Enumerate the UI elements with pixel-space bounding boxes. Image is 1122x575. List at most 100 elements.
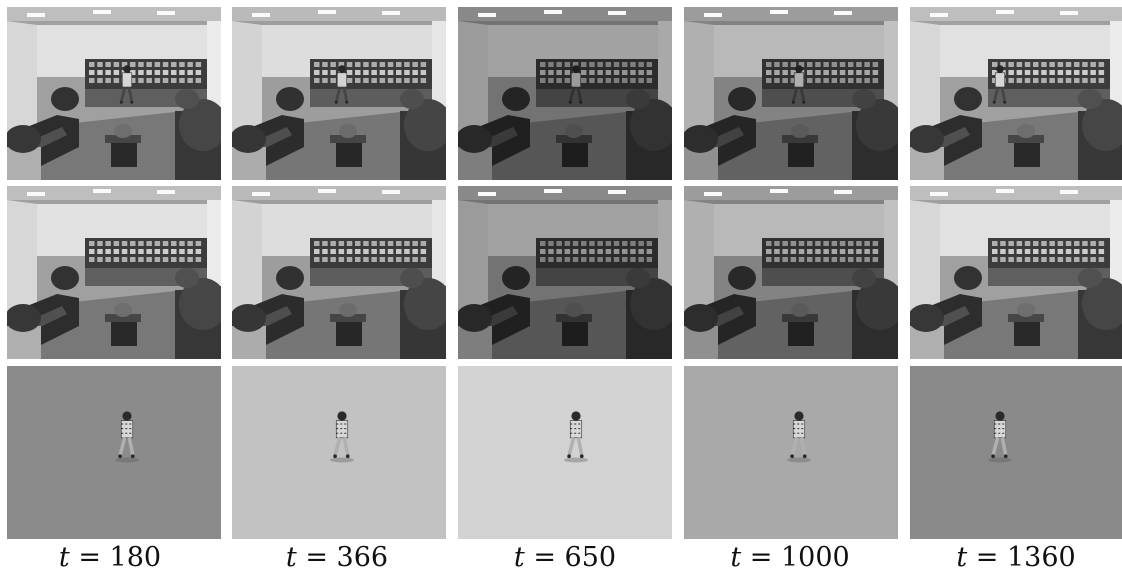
mailbox-slot [1057, 70, 1064, 75]
mailbox-slot [195, 241, 202, 246]
mailbox-slot [589, 78, 595, 83]
mailbox-slot [322, 249, 328, 254]
mailbox-slot [404, 62, 410, 67]
ceiling [7, 7, 221, 21]
mailbox-slot [646, 257, 653, 262]
ceiling-light [382, 190, 400, 194]
person-leg [119, 86, 127, 102]
table-plant [565, 303, 583, 317]
table-base [336, 322, 362, 346]
table-base [336, 143, 362, 167]
mailbox-slot [790, 62, 797, 67]
mailbox-slot [1082, 70, 1088, 75]
mailbox-slot [815, 257, 821, 262]
input-frame [910, 7, 1122, 180]
mailbox-slot [105, 257, 111, 262]
person-shadow [330, 457, 354, 463]
table-plant [339, 303, 357, 317]
ceiling [232, 186, 446, 200]
person-torso [121, 72, 133, 88]
person-foot [118, 454, 122, 459]
ceiling-light [930, 192, 948, 196]
table-plant [565, 124, 583, 138]
mailbox-slot [1090, 249, 1096, 254]
mailbox-slot [1033, 70, 1039, 75]
mailbox-slot [346, 257, 353, 262]
mailbox-slot [179, 62, 185, 67]
table-plant [339, 124, 357, 138]
person-head [794, 411, 804, 421]
mailbox-slot [138, 70, 144, 75]
mailbox-slot [330, 257, 336, 262]
mailbox-slot [97, 62, 103, 67]
mailbox-slot [130, 257, 136, 262]
foreground-backdrop [458, 366, 672, 539]
mailbox-slot [113, 62, 120, 67]
person-head [996, 65, 1004, 73]
mailbox-slot [1024, 78, 1031, 83]
table-base [562, 143, 588, 167]
mailbox-slot [346, 241, 353, 246]
mailbox-slot [774, 241, 780, 246]
foreground-backdrop [910, 366, 1122, 539]
mailbox-slot [815, 70, 821, 75]
mailbox-slot [1065, 62, 1072, 67]
mailbox-slot [89, 78, 95, 83]
ceiling [910, 7, 1122, 21]
person-leg [576, 437, 584, 456]
ceiling-light [1060, 11, 1078, 15]
mailbox-slot [823, 62, 829, 67]
mailbox-slot [187, 257, 193, 262]
mailbox-slot [605, 70, 612, 75]
mailbox-slot [162, 78, 169, 83]
mailbox-slot [363, 241, 369, 246]
mailbox-slot [864, 70, 870, 75]
mailbox-slot [556, 62, 562, 67]
plant-right-top [1078, 268, 1102, 288]
mailbox-slot [646, 249, 653, 254]
mailbox-slot [396, 70, 402, 75]
mailbox-slot [1074, 257, 1080, 262]
ceiling-light [544, 10, 562, 14]
mailbox-slot [798, 257, 805, 262]
mailbox-cabinet [536, 238, 658, 268]
mailbox-slot [412, 257, 418, 262]
mailbox-cabinet [85, 59, 207, 89]
table-plant [114, 124, 132, 138]
person-foot [567, 454, 571, 459]
mailbox-slot [630, 78, 636, 83]
mailbox-slot [195, 70, 202, 75]
mailbox-slot [992, 62, 998, 67]
mailbox-slot [330, 62, 336, 67]
mailbox-slot [1024, 257, 1031, 262]
mailbox-slot [1057, 257, 1064, 262]
person-leg [799, 437, 807, 456]
mailbox-slot [540, 70, 546, 75]
mailbox-slot [1082, 241, 1088, 246]
mailbox-slot [1041, 78, 1047, 83]
mailbox-slot [146, 70, 152, 75]
mailbox-slot [856, 257, 862, 262]
plant-left [7, 304, 41, 332]
mailbox-slot [379, 257, 386, 262]
mailbox-slot [992, 70, 998, 75]
mailbox-slot [790, 257, 797, 262]
ceiling-light [996, 189, 1014, 193]
mailbox-slot [1057, 249, 1064, 254]
plant-back [51, 266, 79, 290]
frame-image [458, 7, 672, 180]
mailbox-slot [556, 241, 562, 246]
person-head [123, 65, 131, 73]
mailbox-slot [605, 257, 612, 262]
mailbox-slot [1000, 70, 1006, 75]
mailbox-slot [1033, 249, 1039, 254]
table-plant [114, 303, 132, 317]
mailbox-slot [572, 257, 579, 262]
mailbox-slot [1074, 62, 1080, 67]
mailbox-slot [848, 78, 854, 83]
mailbox-slot [831, 241, 838, 246]
mailbox-slot [1082, 257, 1088, 262]
mailbox-slot [564, 70, 571, 75]
ceiling-light [478, 192, 496, 196]
mailbox-slot [387, 241, 394, 246]
